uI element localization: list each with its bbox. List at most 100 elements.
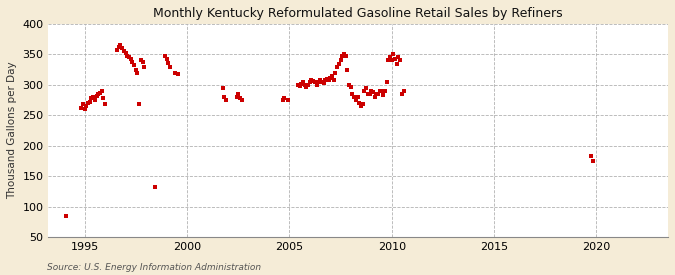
Point <box>78 102 88 107</box>
Point <box>344 83 354 87</box>
Point <box>396 92 407 96</box>
Point <box>173 72 184 76</box>
Point <box>130 67 141 72</box>
Point <box>388 52 399 57</box>
Point <box>231 95 242 99</box>
Point <box>149 185 160 189</box>
Point <box>219 95 230 99</box>
Point <box>317 80 327 84</box>
Point <box>330 70 341 75</box>
Y-axis label: Thousand Gallons per Day: Thousand Gallons per Day <box>7 62 17 199</box>
Point <box>120 51 131 55</box>
Point <box>137 59 148 64</box>
Point <box>362 92 373 96</box>
Title: Monthly Kentucky Reformulated Gasoline Retail Sales by Refiners: Monthly Kentucky Reformulated Gasoline R… <box>153 7 563 20</box>
Point <box>325 75 335 80</box>
Point <box>122 53 132 58</box>
Point <box>124 55 134 60</box>
Point <box>587 159 598 163</box>
Point <box>339 52 350 57</box>
Point <box>398 89 409 93</box>
Point <box>347 92 358 96</box>
Point <box>323 78 334 82</box>
Point <box>367 90 378 94</box>
Point <box>310 80 321 84</box>
Point <box>369 95 380 99</box>
Point <box>279 96 290 100</box>
Point <box>313 80 324 84</box>
Point <box>318 81 329 85</box>
Point <box>383 58 394 63</box>
Point <box>320 78 331 82</box>
Point <box>335 58 346 63</box>
Point <box>161 57 172 62</box>
Point <box>79 107 90 111</box>
Point <box>373 92 383 96</box>
Point <box>163 61 173 65</box>
Point <box>331 64 342 69</box>
Point <box>360 86 371 90</box>
Point <box>159 53 170 58</box>
Point <box>389 57 400 62</box>
Point <box>111 47 122 52</box>
Point <box>350 98 361 102</box>
Point <box>333 61 344 66</box>
Point <box>88 95 99 99</box>
Point <box>113 45 124 49</box>
Point <box>100 102 111 107</box>
Point <box>236 98 247 102</box>
Point <box>127 59 138 64</box>
Point <box>129 63 140 68</box>
Point <box>217 86 228 90</box>
Point <box>346 85 356 90</box>
Point <box>165 64 176 69</box>
Point <box>321 77 332 81</box>
Point <box>298 80 308 84</box>
Point <box>234 96 245 100</box>
Point <box>86 96 97 100</box>
Point <box>354 101 364 105</box>
Point <box>119 48 130 53</box>
Point <box>134 102 144 107</box>
Point <box>303 83 314 87</box>
Point <box>84 100 95 104</box>
Point <box>169 70 180 75</box>
Point <box>306 78 317 82</box>
Point <box>356 104 367 108</box>
Point <box>371 92 382 96</box>
Point <box>393 55 404 60</box>
Point <box>132 70 143 75</box>
Point <box>315 78 325 82</box>
Point <box>277 98 288 102</box>
Point <box>342 67 352 72</box>
Point <box>385 55 396 60</box>
Point <box>301 85 312 90</box>
Point <box>233 92 244 96</box>
Point <box>349 95 360 99</box>
Point <box>392 61 402 66</box>
Point <box>311 83 322 87</box>
Point <box>366 89 377 93</box>
Point <box>126 57 136 62</box>
Point <box>136 58 146 63</box>
Point <box>379 89 390 93</box>
Point <box>378 93 389 97</box>
Point <box>376 89 387 93</box>
Point <box>304 80 315 84</box>
Point <box>337 53 348 58</box>
Point <box>90 98 101 102</box>
Point <box>294 84 305 88</box>
Point <box>91 94 102 98</box>
Point <box>117 46 128 51</box>
Point <box>357 102 368 107</box>
Point <box>375 89 385 93</box>
Point <box>83 101 94 105</box>
Point <box>76 106 86 110</box>
Point <box>395 58 406 63</box>
Text: Source: U.S. Energy Information Administration: Source: U.S. Energy Information Administ… <box>47 263 261 272</box>
Point <box>328 78 339 82</box>
Point <box>299 83 310 87</box>
Point <box>327 73 338 78</box>
Point <box>586 154 597 158</box>
Point <box>364 92 375 96</box>
